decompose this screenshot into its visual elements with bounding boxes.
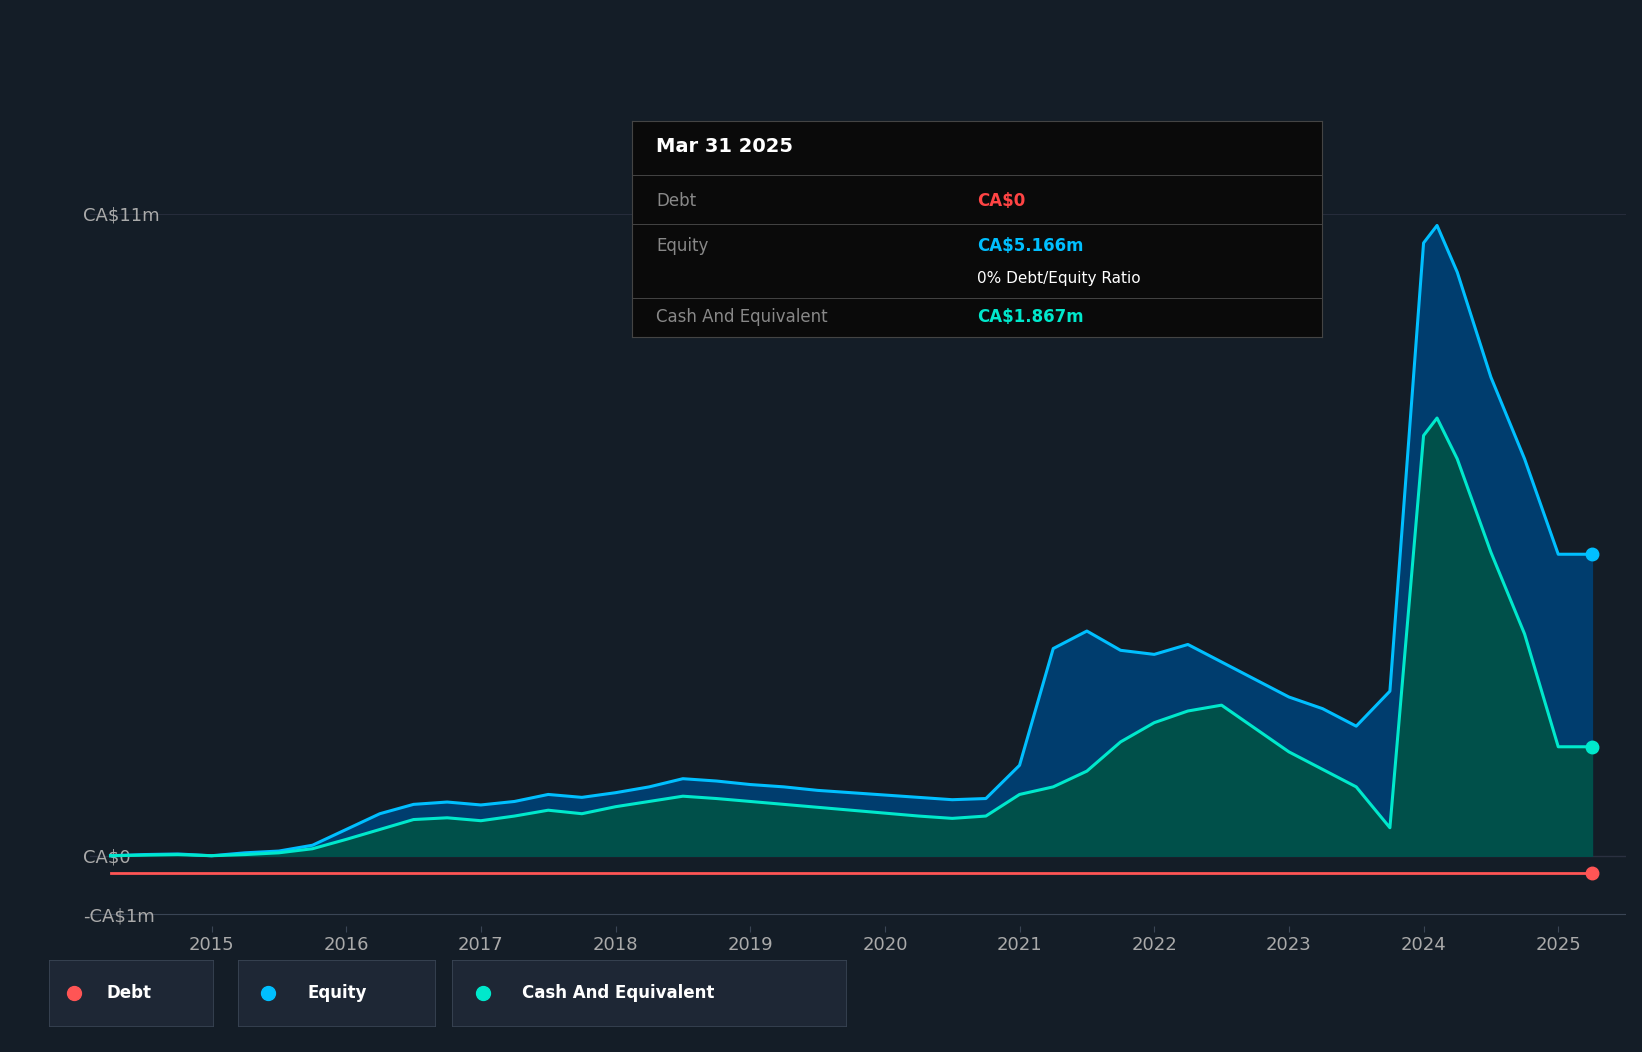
Text: Mar 31 2025: Mar 31 2025: [657, 138, 793, 157]
Text: Cash And Equivalent: Cash And Equivalent: [522, 984, 714, 1003]
Text: CA$0: CA$0: [977, 191, 1025, 209]
Text: CA$1.867m: CA$1.867m: [977, 308, 1084, 326]
Text: Debt: Debt: [657, 191, 696, 209]
Text: Debt: Debt: [107, 984, 151, 1003]
Text: Equity: Equity: [657, 237, 709, 255]
Text: Cash And Equivalent: Cash And Equivalent: [657, 308, 828, 326]
Text: 0% Debt/Equity Ratio: 0% Debt/Equity Ratio: [977, 271, 1141, 286]
Text: CA$5.166m: CA$5.166m: [977, 237, 1084, 255]
Text: Equity: Equity: [307, 984, 366, 1003]
